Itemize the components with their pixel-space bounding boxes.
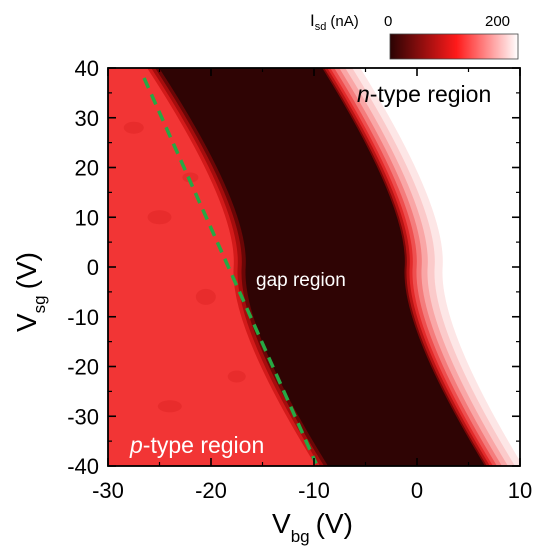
colorbar: Isd (nA) 0 200 <box>310 11 519 60</box>
x-axis-title: Vbg (V) <box>272 508 353 546</box>
p-type-region-label: p-type region <box>129 432 264 458</box>
y-tick-label: 20 <box>75 156 99 181</box>
y-axis-title: Vsg(V) <box>11 252 49 332</box>
x-axis: -30 -20 -10 0 10 <box>92 68 532 503</box>
y-tick-label: 40 <box>75 56 99 81</box>
dashed-boundary-line <box>142 77 318 465</box>
y-tick-label: 0 <box>87 255 99 280</box>
y-tick-label: 30 <box>75 106 99 131</box>
y-tick-label: 10 <box>75 205 99 230</box>
p-type-blotch <box>182 172 199 183</box>
p-type-area <box>108 68 317 466</box>
p-type-blotch <box>227 370 246 383</box>
x-tick-label: 10 <box>508 478 532 503</box>
x-tick-label: -20 <box>195 478 227 503</box>
colorbar-max-label: 200 <box>485 13 510 30</box>
colorbar-title: Isd (nA) <box>310 11 359 33</box>
x-tick-label: -30 <box>92 478 124 503</box>
p-type-blotch <box>123 121 144 134</box>
gap-region-label: gap region <box>256 270 346 291</box>
p-type-texture <box>123 121 246 413</box>
p-type-blotch <box>147 210 172 225</box>
y-tick-label: -40 <box>67 454 99 479</box>
p-type-blotch <box>157 400 182 413</box>
plot-area <box>108 68 520 466</box>
y-tick-label: -20 <box>67 355 99 380</box>
y-tick-label: -30 <box>67 404 99 429</box>
x-tick-label: -10 <box>298 478 330 503</box>
x-tick-label: 0 <box>411 478 423 503</box>
y-tick-label: -10 <box>67 305 99 330</box>
colorbar-gradient <box>389 33 519 60</box>
y-axis: 40 30 20 10 0 -10 -20 -30 -40 <box>67 56 520 479</box>
colorbar-min-label: 0 <box>384 13 392 30</box>
p-type-blotch <box>195 288 216 305</box>
n-type-region-label: n-type region <box>357 81 491 107</box>
